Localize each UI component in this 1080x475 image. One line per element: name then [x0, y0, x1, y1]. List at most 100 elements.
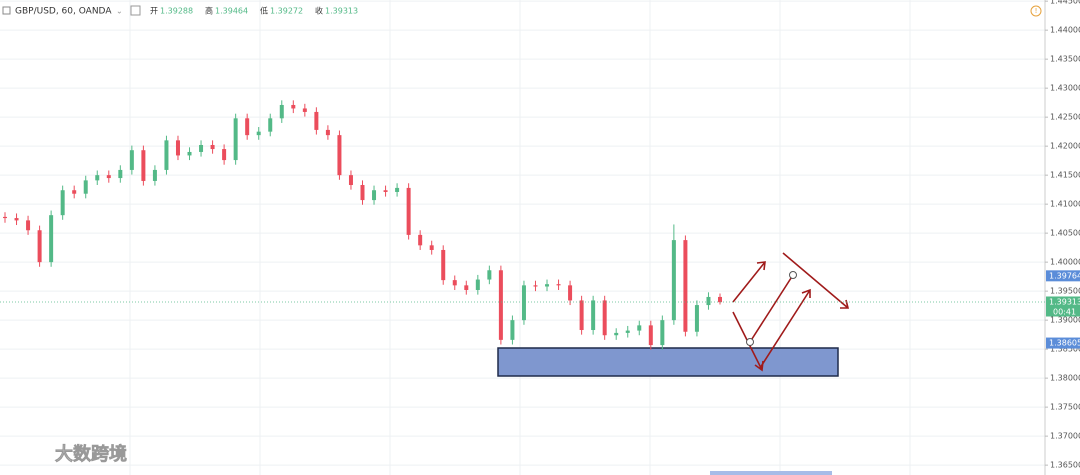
y-tick-label: 1.41000 — [1050, 200, 1080, 209]
candle-body — [464, 285, 469, 290]
candle-body — [268, 118, 273, 132]
price-marker-label: 1.38605 — [1049, 339, 1080, 348]
candle-body — [14, 218, 19, 221]
countdown: 00:41 — [1053, 307, 1076, 316]
candle-body — [418, 234, 423, 246]
candle-body — [60, 190, 65, 216]
price-marker — [1046, 296, 1080, 317]
y-tick-label: 1.39500 — [1050, 287, 1080, 296]
price-marker-label: 1.39313 — [1049, 297, 1080, 306]
candle-body — [545, 284, 550, 287]
y-tick-label: 1.44500 — [1050, 0, 1080, 6]
candle-body — [591, 300, 596, 331]
ohlc-label: 收 — [315, 6, 323, 16]
candle-body — [429, 245, 434, 250]
ohlc-value: 1.39464 — [215, 7, 248, 16]
candle-body — [372, 190, 377, 201]
candle-body — [452, 280, 457, 286]
candle-body — [337, 135, 342, 176]
y-tick-label: 1.41500 — [1050, 171, 1080, 180]
candle-body — [706, 296, 711, 306]
candle-body — [648, 325, 653, 346]
y-tick-label: 1.42500 — [1050, 113, 1080, 122]
candle-body — [579, 300, 584, 331]
candle-body — [325, 129, 330, 136]
candle-body — [199, 144, 204, 152]
candle-body — [279, 104, 284, 119]
candle-body — [233, 118, 238, 161]
watermark: 大数跨境 — [55, 443, 127, 465]
candle-body — [614, 332, 619, 336]
scroll-indicator — [710, 471, 832, 475]
candle-body — [187, 151, 192, 156]
candle-body — [510, 320, 515, 340]
ohlc-value: 1.39288 — [160, 7, 193, 16]
alert-icon-mark: ! — [1035, 7, 1038, 15]
collapse-icon[interactable] — [2, 6, 11, 15]
candle-body — [222, 149, 227, 161]
candle-body — [141, 150, 146, 181]
anchor-point — [789, 271, 797, 279]
candle-body — [487, 270, 492, 280]
candle-body — [602, 300, 607, 336]
ohlc-label: 低 — [260, 6, 268, 16]
candle-body — [441, 249, 446, 281]
y-tick-label: 1.38000 — [1050, 374, 1080, 383]
candle-body — [49, 215, 54, 263]
candle-body — [118, 169, 123, 179]
candle-body — [637, 325, 642, 331]
candle-body — [302, 108, 307, 112]
price-marker — [1046, 337, 1080, 349]
y-tick-label: 1.44000 — [1050, 26, 1080, 35]
arrow — [759, 288, 811, 369]
y-tick-label: 1.36500 — [1050, 461, 1080, 470]
candles — [3, 100, 722, 350]
candle-body — [83, 180, 88, 194]
candle-body — [72, 190, 77, 194]
candle-body — [533, 285, 538, 287]
y-tick-label: 1.37500 — [1050, 403, 1080, 412]
candle-body — [314, 111, 319, 130]
candle-body — [164, 140, 169, 170]
candle-body — [152, 169, 157, 181]
candle-body — [245, 118, 250, 136]
arrow — [782, 252, 850, 309]
candle-body — [348, 175, 353, 186]
alert-icon[interactable] — [1030, 5, 1042, 17]
candle-body — [475, 279, 480, 290]
candle-body — [210, 144, 215, 150]
vertical-grid — [129, 0, 911, 475]
y-tick-label: 1.40000 — [1050, 258, 1080, 267]
ohlc-value: 1.39272 — [270, 7, 303, 16]
arrow — [749, 274, 794, 343]
candle-body — [521, 285, 526, 321]
y-tick-label: 1.38500 — [1050, 345, 1080, 354]
settings-icon[interactable] — [130, 5, 141, 16]
ohlc-value: 1.39313 — [325, 7, 358, 16]
arrow — [732, 261, 766, 303]
candle-body — [683, 240, 688, 332]
y-tick-label: 1.40500 — [1050, 229, 1080, 238]
candle-body — [568, 285, 573, 301]
price-marker-label: 1.39764 — [1049, 271, 1080, 280]
candle-body — [360, 185, 365, 201]
candle-body — [3, 216, 7, 219]
candle-body — [129, 150, 134, 170]
candle-body — [694, 305, 699, 332]
candle-body — [556, 284, 561, 286]
y-tick-label: 1.37000 — [1050, 432, 1080, 441]
candle-body — [671, 240, 676, 321]
candle-body — [26, 220, 31, 231]
dropdown-icon[interactable]: ⌄ — [116, 7, 123, 16]
candle-body — [106, 175, 111, 179]
candle-body — [37, 230, 42, 263]
ohlc-label: 高 — [205, 6, 213, 16]
candle-body — [95, 175, 100, 181]
candle-body — [406, 187, 411, 235]
candle-body — [395, 187, 400, 192]
candle-body — [660, 320, 665, 346]
candle-body — [383, 190, 388, 192]
header: GBP/USD, 60, OANDA ⌄ — [2, 5, 141, 17]
